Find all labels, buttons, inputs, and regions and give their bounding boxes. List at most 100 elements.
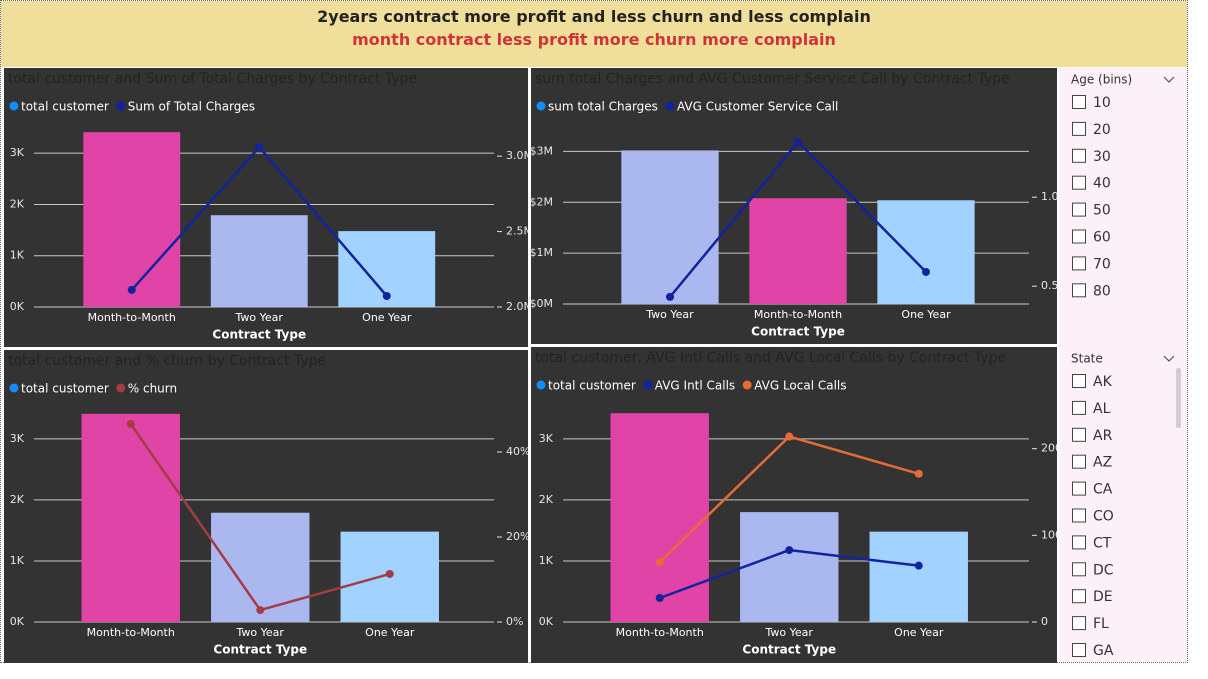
checkbox[interactable] — [1072, 427, 1086, 442]
x-tick-label: Month-to-Month — [88, 311, 176, 324]
slicers-svg: Age (bins) 10 20 30 40 50 60 70 80 State AK AL AR AZ C… — [1071, 73, 1181, 659]
y-tick-label: 1K — [10, 249, 25, 262]
slicer-item[interactable]: AR — [1093, 428, 1113, 444]
slicer-item[interactable]: AK — [1093, 374, 1113, 390]
bar — [621, 150, 719, 304]
y2-tick-label: 2.5M — [506, 225, 528, 238]
x-tick-label: Two Year — [645, 308, 694, 321]
x-axis-title: Contract Type — [213, 643, 307, 657]
checkbox[interactable] — [1072, 175, 1086, 190]
bar — [83, 132, 181, 307]
slicer-item[interactable]: GA — [1093, 643, 1114, 659]
chart-title: sum total Charges and AVG Customer Servi… — [535, 71, 1010, 87]
slicer-item[interactable]: 20 — [1093, 122, 1111, 138]
bar — [210, 215, 308, 307]
checkbox[interactable] — [1072, 454, 1086, 469]
checkbox[interactable] — [1072, 283, 1086, 298]
slicer-item[interactable]: 70 — [1093, 256, 1111, 272]
slicer-item[interactable]: AZ — [1093, 455, 1112, 471]
y2-tick-label: 1.0 — [1041, 190, 1057, 203]
line-point — [785, 546, 794, 555]
bar — [749, 198, 847, 304]
y-tick-label: 1K — [539, 554, 554, 567]
legend-marker — [116, 383, 126, 393]
chart-panel: sum total Charges and AVG Customer Servi… — [531, 68, 1057, 344]
line-point — [914, 469, 923, 478]
checkbox[interactable] — [1072, 229, 1086, 244]
y-tick-label: 2K — [539, 493, 554, 506]
header-title: 2years contract more profit and less chu… — [317, 7, 871, 26]
legend-marker — [536, 380, 546, 390]
legend-marker — [665, 101, 675, 111]
slicer-item[interactable]: FL — [1093, 616, 1109, 632]
slicer-item[interactable]: 80 — [1093, 283, 1111, 299]
slicer-item[interactable]: 10 — [1093, 95, 1111, 111]
legend-marker — [742, 380, 752, 390]
slicer-item[interactable]: CT — [1093, 535, 1112, 551]
legend-label: % churn — [128, 382, 177, 396]
x-tick-label: One Year — [894, 626, 944, 639]
checkbox[interactable] — [1072, 121, 1086, 136]
slicer-chevron[interactable] — [1163, 355, 1175, 362]
y-tick-label: $0M — [531, 297, 553, 310]
y-tick-label: 0K — [10, 615, 25, 628]
slicer-chevron[interactable] — [1163, 76, 1175, 83]
y2-tick-label: 3.0M — [506, 149, 528, 162]
scrollbar[interactable] — [1176, 368, 1181, 428]
legend-marker — [9, 101, 19, 111]
legend-label: AVG Intl Calls — [655, 379, 735, 393]
line-point — [256, 606, 265, 615]
line-point — [127, 285, 136, 294]
legend-label: Sum of Total Charges — [128, 100, 255, 114]
checkbox[interactable] — [1072, 616, 1086, 631]
slicer-title: State — [1071, 352, 1103, 366]
x-tick-label: Two Year — [235, 311, 284, 324]
slicer-item[interactable]: AL — [1093, 401, 1111, 417]
chart-panel: total customer and Sum of Total Charges … — [4, 68, 528, 347]
slicer-item[interactable]: DC — [1093, 562, 1114, 578]
checkbox[interactable] — [1072, 400, 1086, 415]
bar — [877, 200, 975, 304]
slicer-item[interactable]: DE — [1093, 589, 1113, 605]
y-tick-label: 3K — [10, 432, 25, 445]
dashboard: 2years contract more profit and less chu… — [0, 0, 1188, 663]
checkbox[interactable] — [1072, 202, 1086, 217]
y-tick-label: 0K — [539, 615, 554, 628]
checkbox[interactable] — [1072, 374, 1086, 388]
checkbox[interactable] — [1072, 562, 1086, 577]
slicer-item[interactable]: CA — [1093, 482, 1113, 498]
slicer-item[interactable]: 40 — [1093, 176, 1111, 192]
x-tick-label: One Year — [901, 308, 951, 321]
checkbox[interactable] — [1072, 256, 1086, 271]
slicer-item[interactable]: 50 — [1093, 203, 1111, 219]
y-tick-label: $1M — [531, 246, 553, 259]
y2-tick-label: 200 — [1041, 442, 1057, 455]
checkbox[interactable] — [1072, 481, 1086, 496]
checkbox[interactable] — [1072, 643, 1086, 657]
line-point — [385, 569, 394, 578]
y2-tick-label: 2.0M — [506, 300, 528, 313]
line-point — [382, 291, 391, 300]
x-axis-title: Contract Type — [751, 325, 845, 339]
slicer-panel: Age (bins) 10 20 30 40 50 60 70 80 State AK AL AR AZ C… — [1059, 68, 1187, 662]
line-point — [126, 419, 135, 428]
y-tick-label: 0K — [10, 300, 25, 313]
chart: total customer, AVG Intl Calls and AVG L… — [535, 350, 1057, 657]
checkbox[interactable] — [1072, 508, 1086, 523]
chart-title: total customer and Sum of Total Charges … — [8, 71, 417, 87]
checkbox[interactable] — [1072, 535, 1086, 550]
slicer-item[interactable]: 30 — [1093, 149, 1111, 165]
line-point — [794, 138, 802, 147]
checkbox[interactable] — [1072, 589, 1086, 604]
x-tick-label: Month-to-Month — [87, 626, 175, 639]
checkbox[interactable] — [1072, 148, 1086, 163]
x-tick-label: One Year — [362, 311, 412, 324]
y2-tick-label: 40% — [506, 445, 528, 458]
slicer-item[interactable]: CO — [1093, 509, 1114, 525]
y2-tick-label: 0.5 — [1041, 279, 1057, 292]
chart-panel: total customer and % churn by Contract T… — [4, 350, 528, 663]
checkbox[interactable] — [1072, 95, 1086, 109]
slicer-item[interactable]: 60 — [1093, 230, 1111, 246]
bar — [740, 512, 839, 622]
line-point — [655, 558, 664, 567]
